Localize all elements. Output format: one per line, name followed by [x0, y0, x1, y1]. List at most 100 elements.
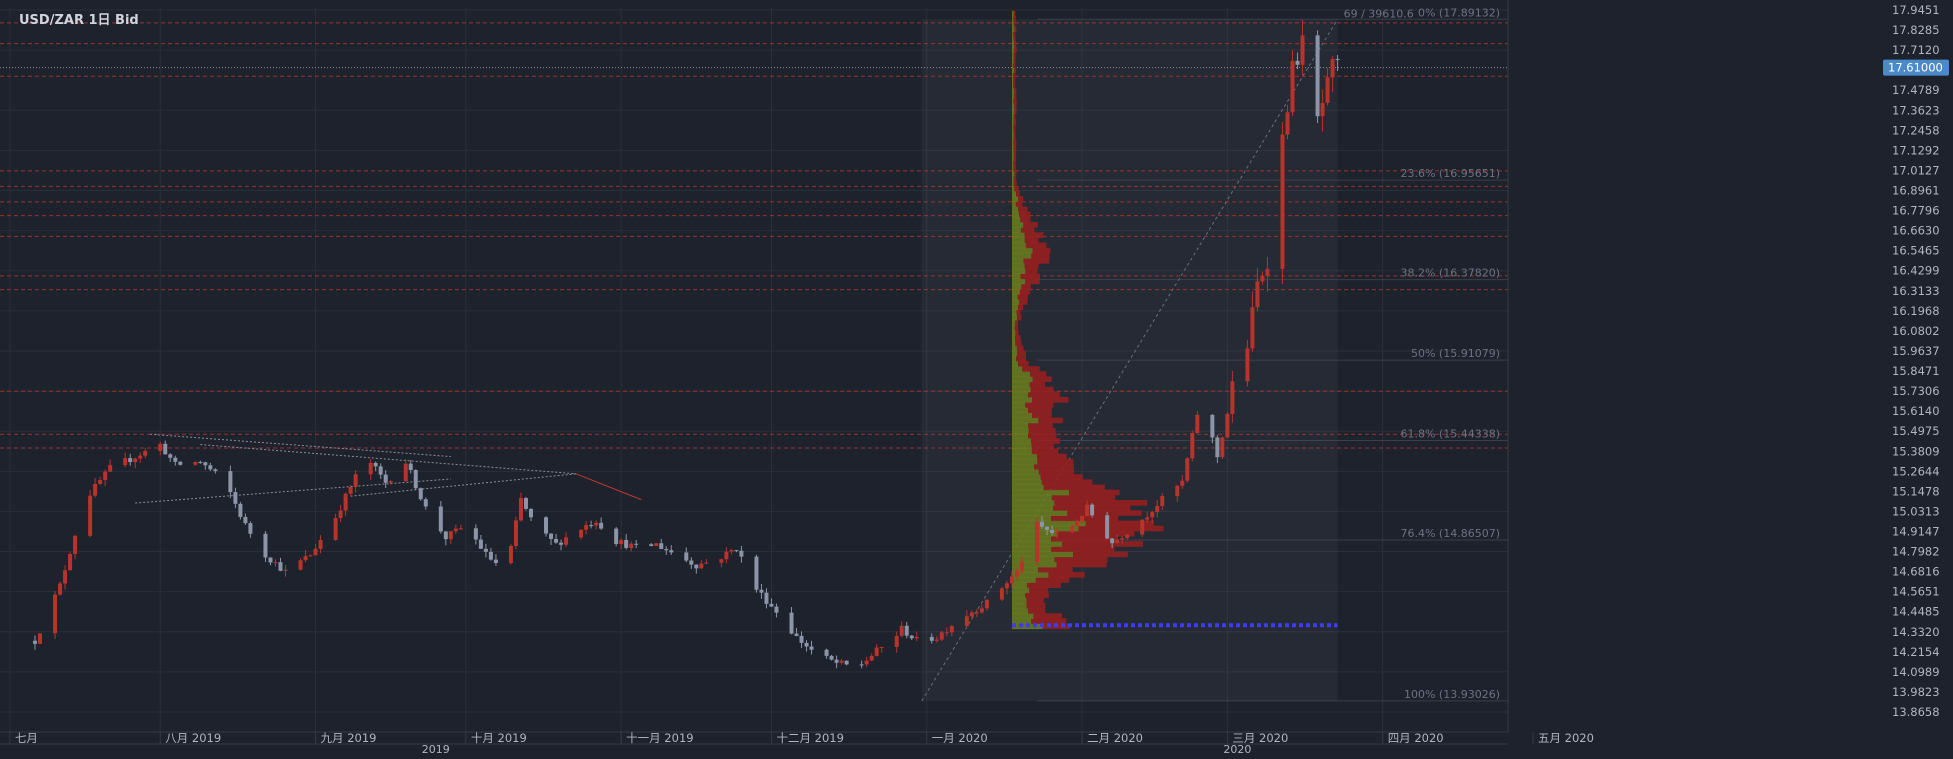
candle-body[interactable] — [348, 486, 353, 494]
candle-body[interactable] — [939, 632, 944, 640]
candle-body[interactable] — [869, 655, 874, 661]
candle-body[interactable] — [213, 469, 218, 472]
candle-body[interactable] — [1004, 583, 1009, 589]
candle-body[interactable] — [1335, 58, 1340, 60]
candle-body[interactable] — [483, 548, 488, 552]
candle-body[interactable] — [809, 646, 814, 650]
candle-body[interactable] — [1225, 413, 1230, 438]
candle-body[interactable] — [739, 550, 744, 557]
candle-body[interactable] — [1295, 60, 1300, 65]
candle-body[interactable] — [1125, 534, 1130, 539]
candle-body[interactable] — [804, 642, 809, 647]
candle-body[interactable] — [1115, 539, 1120, 544]
candle-body[interactable] — [564, 537, 569, 545]
candle-body[interactable] — [1280, 134, 1285, 269]
candle-body[interactable] — [839, 660, 844, 663]
candle-body[interactable] — [528, 508, 533, 518]
candle-body[interactable] — [624, 539, 629, 548]
candle-body[interactable] — [443, 531, 448, 540]
candle-body[interactable] — [599, 522, 604, 529]
candle-body[interactable] — [208, 465, 213, 470]
candle-body[interactable] — [559, 542, 564, 545]
candle-body[interactable] — [799, 635, 804, 643]
candle-body[interactable] — [178, 461, 183, 465]
candle-body[interactable] — [423, 499, 428, 507]
candle-body[interactable] — [198, 462, 203, 464]
candle-body[interactable] — [298, 560, 303, 570]
candle-body[interactable] — [929, 636, 934, 641]
candle-body[interactable] — [493, 559, 498, 564]
candle-body[interactable] — [829, 655, 834, 660]
candle-body[interactable] — [1320, 102, 1325, 117]
candle-body[interactable] — [794, 633, 799, 636]
candle-body[interactable] — [308, 555, 313, 557]
candle-body[interactable] — [729, 550, 734, 552]
candle-body[interactable] — [649, 544, 654, 546]
candle-body[interactable] — [589, 525, 594, 527]
candle-body[interactable] — [383, 474, 388, 483]
candle-body[interactable] — [1180, 480, 1185, 486]
candle-body[interactable] — [584, 525, 589, 530]
candles[interactable] — [33, 19, 1340, 669]
candle-body[interactable] — [343, 493, 348, 511]
candle-body[interactable] — [388, 481, 393, 483]
candle-body[interactable] — [859, 664, 864, 666]
candle-body[interactable] — [1155, 505, 1160, 513]
candle-body[interactable] — [248, 523, 253, 534]
candle-body[interactable] — [654, 543, 659, 546]
candle-body[interactable] — [964, 616, 969, 627]
candle-body[interactable] — [879, 647, 884, 649]
candle-body[interactable] — [283, 569, 288, 571]
candle-body[interactable] — [63, 570, 68, 584]
candle-body[interactable] — [173, 457, 178, 462]
candle-body[interactable] — [1019, 562, 1024, 571]
candle-body[interactable] — [98, 480, 103, 484]
candle-body[interactable] — [68, 553, 73, 571]
candle-body[interactable] — [58, 583, 63, 595]
candle-body[interactable] — [544, 517, 549, 534]
candle-body[interactable] — [969, 612, 974, 617]
candle-body[interactable] — [103, 471, 108, 481]
candle-body[interactable] — [1075, 521, 1080, 527]
candle-body[interactable] — [1014, 570, 1019, 577]
candle-body[interactable] — [844, 660, 849, 665]
candle-body[interactable] — [734, 550, 739, 552]
candle-body[interactable] — [88, 495, 93, 536]
candle-body[interactable] — [233, 492, 238, 504]
candle-body[interactable] — [764, 592, 769, 604]
candle-body[interactable] — [949, 626, 954, 633]
candle-body[interactable] — [769, 603, 774, 607]
candle-body[interactable] — [1045, 526, 1050, 530]
candle-body[interactable] — [53, 594, 58, 634]
candle-body[interactable] — [1110, 538, 1115, 544]
candle-body[interactable] — [944, 632, 949, 634]
candle-body[interactable] — [1040, 521, 1045, 527]
candle-body[interactable] — [448, 531, 453, 540]
candle-body[interactable] — [689, 560, 694, 565]
candle-body[interactable] — [899, 625, 904, 636]
candle-body[interactable] — [33, 640, 37, 644]
candle-body[interactable] — [378, 466, 383, 475]
price-axis[interactable]: 17.9451 17.8285 17.7120 17.4789 17.3623 17.24… — [1507, 0, 1953, 755]
candle-body[interactable] — [1145, 517, 1150, 520]
candle-body[interactable] — [914, 636, 919, 639]
candle-body[interactable] — [724, 551, 729, 560]
candle-body[interactable] — [979, 608, 984, 613]
candle-body[interactable] — [1175, 485, 1180, 497]
candle-body[interactable] — [143, 450, 148, 456]
candle-body[interactable] — [303, 556, 308, 561]
candle-body[interactable] — [333, 518, 338, 540]
candle-body[interactable] — [158, 443, 163, 451]
candle-body[interactable] — [1255, 281, 1260, 308]
candle-body[interactable] — [874, 647, 879, 656]
candle-body[interactable] — [93, 483, 98, 496]
candle-body[interactable] — [163, 443, 168, 455]
candle-body[interactable] — [133, 458, 138, 463]
candle-body[interactable] — [1085, 504, 1090, 516]
candle-body[interactable] — [73, 535, 78, 554]
time-axis[interactable]: 七月 八月 2019 九月 2019 十月 2019 十一月 2019 十二月 2019 一… — [0, 731, 1594, 756]
candle-body[interactable] — [518, 498, 523, 521]
candle-body[interactable] — [1220, 437, 1225, 458]
